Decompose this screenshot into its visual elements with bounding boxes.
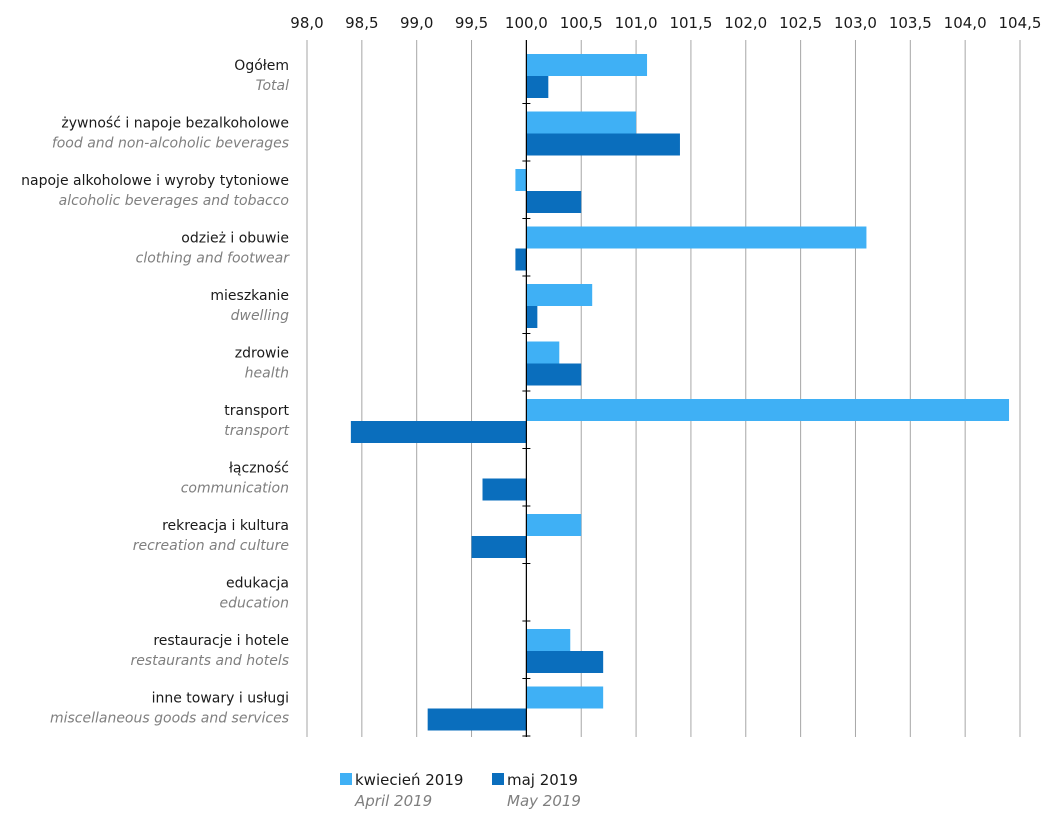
category-label-en: clothing and footwear — [136, 251, 291, 267]
x-tick-label: 100,5 — [560, 14, 603, 32]
legend-swatch — [492, 773, 504, 785]
category-label-en: transport — [224, 423, 289, 439]
bar-april-2019 — [526, 514, 582, 536]
bar-may-2019 — [427, 708, 527, 731]
bar-may-2019 — [526, 76, 549, 98]
legend-label: maj 2019 — [507, 771, 578, 789]
category-label-en: miscellaneous goods and services — [50, 711, 289, 727]
bar-may-2019 — [526, 191, 582, 213]
category-label-pl: inne towary i usługi — [152, 691, 289, 707]
legend-label-en: May 2019 — [507, 792, 581, 810]
category-label-pl: łączność — [229, 461, 289, 477]
bar-april-2019 — [526, 54, 648, 76]
x-tick-label: 98,5 — [345, 14, 378, 32]
x-tick-label: 102,5 — [779, 14, 822, 32]
legend-swatch — [340, 773, 352, 785]
x-tick-label: 99,0 — [400, 14, 433, 32]
bar-may-2019 — [526, 651, 604, 673]
category-label-pl: restauracje i hotele — [153, 633, 289, 649]
bar-april-2019 — [526, 629, 571, 651]
category-label-pl: transport — [224, 403, 289, 419]
category-label-en: education — [220, 596, 289, 612]
x-tick-label: 102,0 — [724, 14, 767, 32]
x-tick-label: 99,5 — [455, 14, 488, 32]
bar-may-2019 — [482, 478, 527, 501]
x-tick-label: 103,0 — [834, 14, 877, 32]
category-label-en: recreation and culture — [133, 538, 289, 554]
bar-may-2019 — [526, 306, 538, 328]
baseline-axis — [522, 40, 531, 737]
bar-april-2019 — [526, 226, 867, 249]
x-tick-label: 101,5 — [669, 14, 712, 32]
category-label-pl: odzież i obuwie — [181, 231, 289, 247]
category-label-en: restaurants and hotels — [130, 653, 289, 669]
category-label-pl: Ogółem — [234, 58, 289, 74]
bars — [350, 54, 1010, 731]
bar-april-2019 — [526, 686, 604, 709]
legend: kwiecień 2019 April 2019 maj 2019 May 2019 — [340, 771, 581, 810]
legend-label-en: April 2019 — [354, 792, 432, 810]
bar-may-2019 — [526, 133, 680, 156]
bar-may-2019 — [350, 421, 527, 443]
x-tick-label: 104,5 — [999, 14, 1042, 32]
x-tick-label: 104,0 — [944, 14, 987, 32]
category-labels: Ogółem Total żywność i napoje bezalkoholow… — [21, 58, 290, 727]
x-tick-label: 103,5 — [889, 14, 932, 32]
bar-april-2019 — [526, 111, 637, 134]
category-label-pl: edukacja — [226, 576, 289, 592]
bar-april-2019 — [526, 284, 593, 306]
category-label-pl: mieszkanie — [210, 288, 289, 304]
x-tick-label: 101,0 — [615, 14, 658, 32]
x-tick-label: 100,0 — [505, 14, 548, 32]
bar-may-2019 — [526, 363, 582, 386]
x-axis-ticks: 98,0 98,5 99,0 99,5 100,0 100,5 101,0 101,5 102,… — [290, 14, 1041, 32]
bar-april-2019 — [526, 399, 1010, 421]
category-label-en: communication — [181, 481, 289, 497]
bar-may-2019 — [471, 536, 527, 558]
x-tick-label: 98,0 — [290, 14, 323, 32]
category-label-pl: zdrowie — [235, 346, 289, 362]
category-label-pl: napoje alkoholowe i wyroby tytoniowe — [21, 173, 289, 189]
category-label-en: dwelling — [231, 308, 289, 324]
category-label-pl: żywność i napoje bezalkoholowe — [61, 116, 289, 132]
category-label-en: food and non-alcoholic beverages — [52, 136, 289, 152]
category-label-en: Total — [256, 78, 289, 94]
category-label-en: health — [245, 366, 289, 382]
bar-april-2019 — [526, 341, 560, 364]
bar-may-2019 — [515, 248, 527, 271]
category-label-en: alcoholic beverages and tobacco — [59, 193, 289, 209]
legend-label: kwiecień 2019 — [355, 771, 463, 789]
bar-april-2019 — [515, 169, 527, 191]
category-label-pl: rekreacja i kultura — [162, 518, 289, 534]
